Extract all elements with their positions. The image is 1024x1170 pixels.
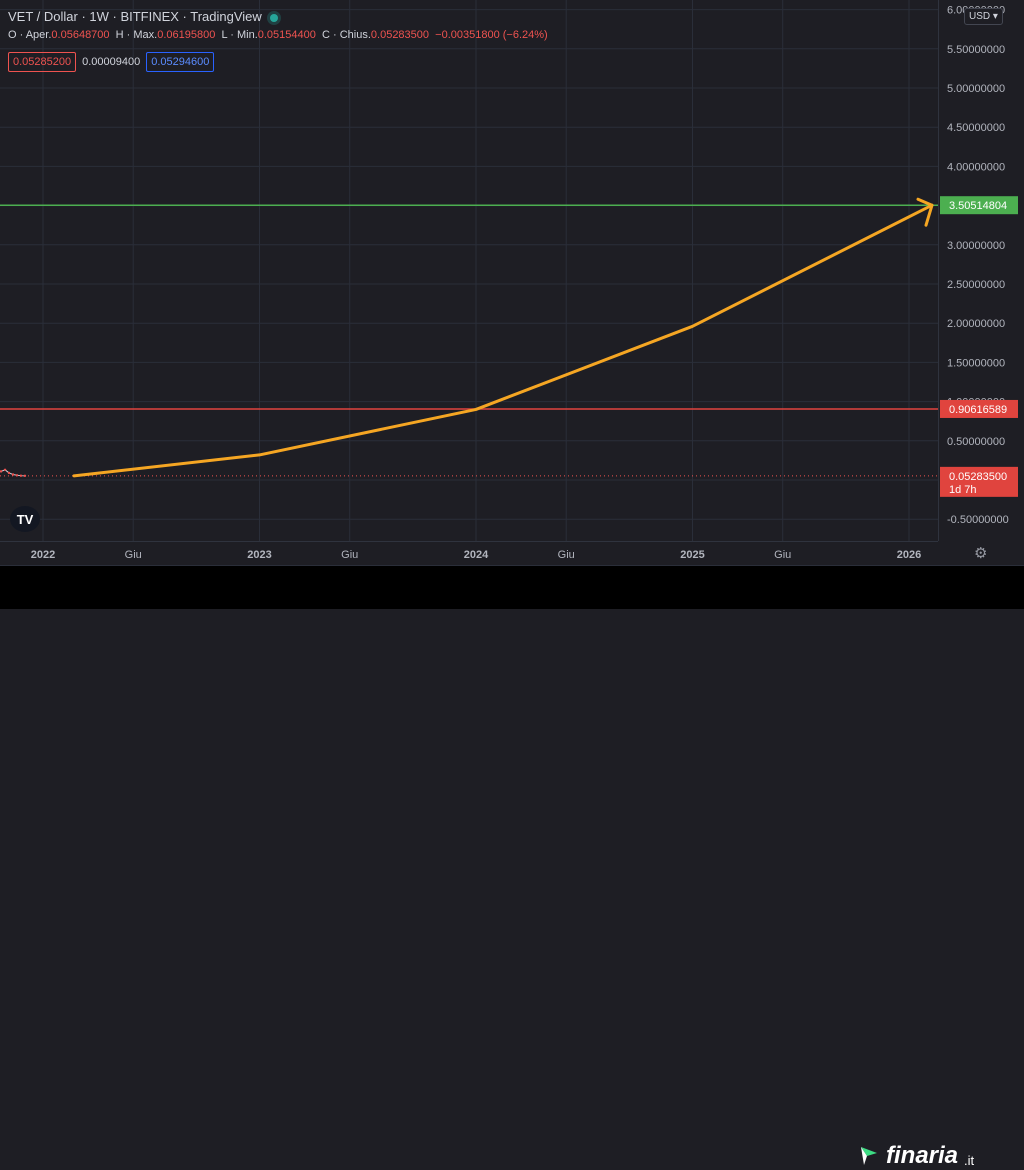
tradingview-logo-icon[interactable]: TV (10, 506, 40, 532)
low-label: L · Min. (221, 29, 257, 41)
ohlc-legend: O · Aper.0.05648700 H · Max.0.06195800 L… (8, 29, 548, 41)
spread-value: 0.00009400 (82, 56, 140, 68)
chart-plot-area[interactable] (0, 0, 938, 541)
price-tick-label: 5.50000000 (947, 44, 1005, 56)
price-axis[interactable]: -0.500000000.000000000.500000001.0000000… (938, 0, 1024, 541)
market-status-dot-icon (270, 14, 278, 22)
time-tick-label: 2024 (464, 549, 489, 561)
time-tick-label: Giu (341, 549, 358, 561)
price-tick-label: 3.00000000 (947, 240, 1005, 252)
price-candle[interactable] (0, 470, 2, 472)
time-tick-label: 2025 (680, 549, 704, 561)
price-tick-label: 2.50000000 (947, 279, 1005, 291)
price-level-tag-label: 0.90616589 (949, 404, 1007, 416)
price-candle[interactable] (4, 469, 6, 471)
last-price-tag-label: 0.05283500 (949, 471, 1007, 483)
price-candle[interactable] (16, 474, 18, 476)
price-tick-label: 4.00000000 (947, 161, 1005, 173)
price-candle[interactable] (24, 475, 26, 477)
finaria-flag-icon (858, 1145, 880, 1167)
high-label: H · Max. (116, 29, 158, 41)
price-tick-label: 1.50000000 (947, 357, 1005, 369)
time-tick-label: Giu (774, 549, 791, 561)
symbol-title[interactable]: VET / Dollar · 1W · BITFINEX · TradingVi… (8, 9, 278, 24)
price-tick-label: 0.50000000 (947, 436, 1005, 448)
high-value: 0.06195800 (157, 29, 215, 41)
price-tick-label: -0.50000000 (947, 514, 1009, 526)
currency-selector[interactable]: USD ▾ (964, 8, 1003, 25)
price-tick-label: 5.00000000 (947, 83, 1005, 95)
close-label: C · Chius. (322, 29, 371, 41)
low-value: 0.05154400 (258, 29, 316, 41)
buy-price-button[interactable]: 0.05294600 (146, 52, 214, 72)
time-axis[interactable]: 2022 Giu 2023 Giu 2024 Giu 2025 Giu 2026 (0, 541, 938, 566)
change-value: −0.00351800 (−6.24%) (435, 29, 548, 41)
open-value: 0.05648700 (51, 29, 109, 41)
price-tick-label: 4.50000000 (947, 122, 1005, 134)
time-tick-label: 2026 (897, 549, 921, 561)
time-tick-label: Giu (558, 549, 575, 561)
footer-bar: finaria.it (0, 566, 1024, 609)
quote-boxes: 0.05285200 0.00009400 0.05294600 (8, 52, 214, 72)
chevron-down-icon: ▾ (993, 11, 998, 22)
price-candle[interactable] (12, 473, 14, 475)
price-candle[interactable] (8, 472, 10, 474)
brand-tld: .it (964, 1153, 974, 1168)
close-value: 0.05283500 (371, 29, 429, 41)
time-tick-label: Giu (125, 549, 142, 561)
projection-arrow-line[interactable] (74, 205, 932, 476)
price-tick-label: 2.00000000 (947, 318, 1005, 330)
symbol-title-text: VET / Dollar · 1W · BITFINEX · TradingVi… (8, 9, 262, 24)
price-level-tag-label: 3.50514804 (949, 200, 1007, 212)
last-price-countdown: 1d 7h (949, 484, 977, 496)
chart-container[interactable]: -0.500000000.000000000.500000001.0000000… (0, 0, 1024, 566)
brand-name: finaria (886, 1142, 958, 1170)
open-label: O · Aper. (8, 29, 51, 41)
time-tick-label: 2023 (247, 549, 271, 561)
sell-price-button[interactable]: 0.05285200 (8, 52, 76, 72)
time-tick-label: 2022 (31, 549, 55, 561)
brand-logo[interactable]: finaria .it (858, 1142, 974, 1170)
price-candle[interactable] (20, 474, 22, 476)
currency-label: USD (969, 11, 990, 22)
gear-icon[interactable]: ⚙ (974, 544, 987, 562)
